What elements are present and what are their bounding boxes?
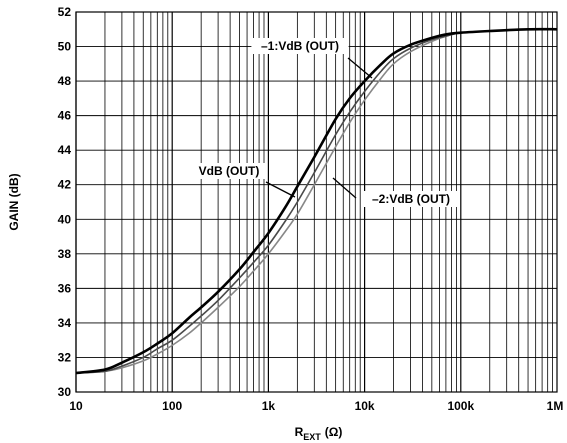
y-tick-label: 52 [58,5,72,19]
grid [75,11,557,393]
y-tick-label: 50 [58,40,72,54]
annotation-leader-1 [265,181,296,198]
y-tick-label: 32 [58,350,72,364]
y-tick-label: 44 [58,143,72,157]
y-tick-label: 40 [58,212,72,226]
y-tick-label: 34 [58,316,72,330]
x-tick-label: 100k [447,399,474,413]
annotation-bg-2 [362,191,460,207]
series-line-0 [75,27,558,375]
x-tick-label: 10 [69,399,83,413]
x-axis-label-unit: (Ω) [325,425,343,439]
x-tick-label: 1M [547,399,564,413]
x-axis-label-main: R [295,425,304,439]
annotation-bg-1 [191,163,267,179]
annotation-bg-0 [251,38,349,54]
series-group [75,27,558,375]
x-tick-label: 1k [262,399,276,413]
annotation-label-2: –2:VdB (OUT) [372,192,450,206]
y-tick-label: 48 [58,74,72,88]
y-tick-label: 38 [58,247,72,261]
annotations: –1:VdB (OUT) VdB (OUT) –2:VdB (OUT) [191,38,460,207]
y-tick-label: 30 [58,385,72,399]
y-tick-label: 46 [58,109,72,123]
y-tick-labels: 30 32 34 36 38 40 42 44 46 48 50 52 [58,5,72,399]
annotation-label-0: –1:VdB (OUT) [261,39,339,53]
annotation-label-1: VdB (OUT) [199,164,260,178]
y-tick-label: 42 [58,178,72,192]
plot-frame [75,11,558,393]
x-tick-labels: 10 100 1k 10k 100k 1M [69,399,563,413]
series-line-1 [75,28,558,374]
annotation-leader-0 [347,57,373,79]
y-axis-label: GAIN (dB) [7,173,21,230]
x-tick-label: 10k [355,399,375,413]
annotation-leader-2 [332,177,357,199]
y-tick-label: 36 [58,281,72,295]
x-axis-label-subscript: EXT [303,432,321,442]
x-axis-label: REXT (Ω) [295,425,343,442]
x-tick-label: 100 [162,399,182,413]
